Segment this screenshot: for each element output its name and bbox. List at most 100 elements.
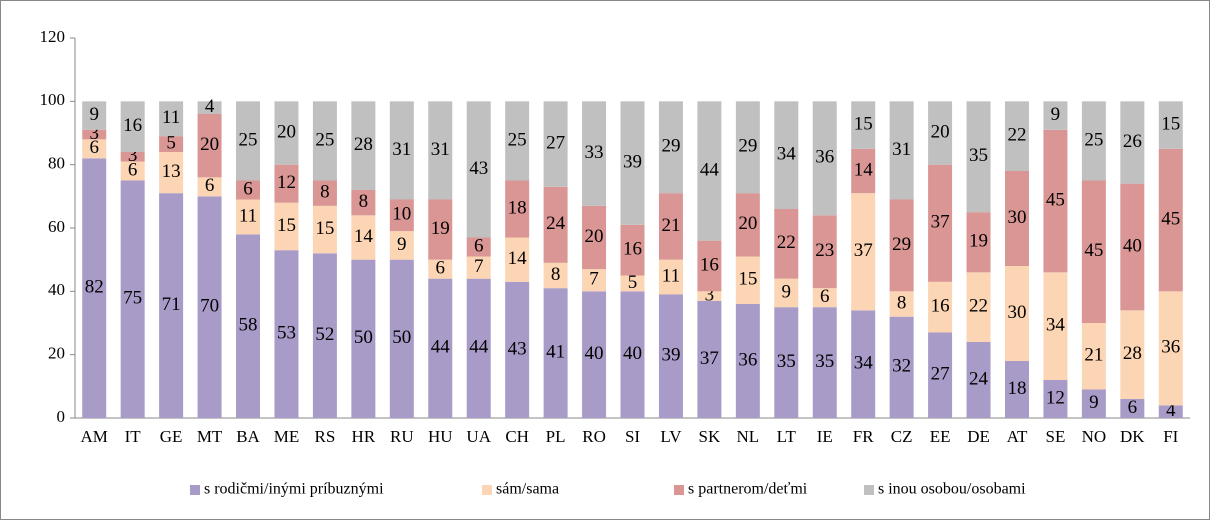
data-label: 39 (623, 151, 642, 172)
data-label: 43 (508, 338, 527, 359)
bar-segment (82, 158, 107, 419)
x-tick-label: FI (1163, 427, 1178, 446)
bar-segment (1120, 183, 1145, 311)
bar-segment (159, 193, 184, 418)
legend-label: s rodičmi/inými príbuznými (204, 481, 384, 498)
y-tick-label: 100 (40, 90, 66, 109)
bar-segment (1004, 171, 1029, 266)
bar-segment (351, 190, 376, 216)
data-label: 6 (128, 159, 138, 180)
data-label: 27 (546, 132, 565, 153)
bar-segment (1004, 266, 1029, 361)
bar-segment (928, 281, 953, 333)
bar-segment (851, 310, 876, 418)
data-label: 6 (820, 286, 830, 307)
y-tick-label: 60 (48, 217, 65, 236)
data-label: 4 (205, 96, 215, 117)
x-tick-label: AM (81, 427, 108, 446)
bar-segment (159, 152, 184, 194)
bar-segment (889, 101, 914, 200)
bar-segment (159, 136, 184, 152)
bar-segment (120, 152, 145, 162)
data-label: 20 (738, 213, 757, 234)
bar-segment (582, 269, 607, 292)
bar-segment (351, 101, 376, 190)
bar-segment (505, 237, 530, 282)
bar-segment (505, 281, 530, 418)
data-label: 6 (1128, 397, 1138, 418)
x-tick-label: SI (625, 427, 640, 446)
data-label: 40 (623, 343, 642, 364)
bar-segment (1043, 129, 1068, 273)
legend-label: sám/sama (496, 481, 559, 498)
bar-segment (466, 256, 491, 279)
bar-segment (1004, 361, 1029, 418)
data-label: 28 (1123, 343, 1142, 364)
data-label: 40 (1123, 235, 1142, 256)
data-label: 70 (200, 296, 219, 317)
bar-segment (774, 307, 799, 418)
bar-segment (697, 240, 722, 292)
x-tick-label: NL (737, 427, 760, 446)
x-tick-label: ME (274, 427, 300, 446)
data-label: 16 (931, 296, 950, 317)
bar-segment (389, 231, 414, 260)
bar-segment (82, 129, 107, 140)
bar-segment (1081, 180, 1106, 323)
data-label: 8 (897, 292, 907, 313)
data-label: 14 (508, 248, 528, 269)
data-label: 15 (738, 269, 757, 290)
bar-segment (966, 342, 991, 418)
bar-segment (928, 332, 953, 418)
bar-segment (1158, 405, 1183, 418)
y-tick-label: 80 (48, 154, 65, 173)
data-label: 3 (89, 123, 99, 144)
x-tick-label: GE (160, 427, 183, 446)
data-label: 12 (277, 172, 296, 193)
data-label: 31 (431, 139, 450, 160)
data-label: 45 (1161, 208, 1180, 229)
data-label: 71 (162, 294, 181, 315)
data-label: 44 (431, 337, 451, 358)
legend-swatch (190, 485, 200, 495)
bar-segment (1120, 101, 1145, 184)
x-tick-label: LT (777, 427, 797, 446)
data-label: 22 (969, 296, 988, 317)
data-label: 15 (1161, 113, 1180, 134)
data-label: 52 (315, 324, 334, 345)
x-tick-label: DK (1120, 427, 1145, 446)
y-tick-label: 20 (48, 344, 65, 363)
x-tick-label: MT (197, 427, 223, 446)
bar-segment (274, 164, 299, 203)
bar-segment (159, 101, 184, 137)
bar-segment (582, 205, 607, 270)
y-tick-label: 120 (40, 27, 66, 46)
data-label: 50 (392, 327, 411, 348)
data-label: 22 (1007, 125, 1026, 146)
bar-segment (428, 259, 453, 279)
bar-segment (851, 101, 876, 149)
data-label: 20 (200, 134, 219, 155)
bar-segment (1043, 272, 1068, 380)
bar-segment (428, 278, 453, 418)
x-tick-label: HU (428, 427, 453, 446)
bar-segment (274, 202, 299, 251)
data-label: 6 (436, 258, 446, 279)
data-label: 6 (89, 137, 99, 158)
data-label: 50 (354, 327, 373, 348)
bar-segment (312, 205, 337, 254)
bar-segment (543, 262, 568, 289)
data-label: 18 (1007, 378, 1026, 399)
bar-segment (658, 193, 683, 260)
bar-segment (197, 101, 222, 114)
data-label: 20 (931, 121, 950, 142)
legend-label: s partnerom/deťmi (688, 481, 808, 498)
bar-segment (889, 199, 914, 292)
bar-segment (1004, 101, 1029, 171)
bar-segment (620, 291, 645, 418)
bar-segment (1158, 291, 1183, 406)
bar-segment (889, 291, 914, 317)
x-tick-label: IT (125, 427, 142, 446)
bar-segment (120, 161, 145, 181)
x-tick-label: RO (582, 427, 606, 446)
